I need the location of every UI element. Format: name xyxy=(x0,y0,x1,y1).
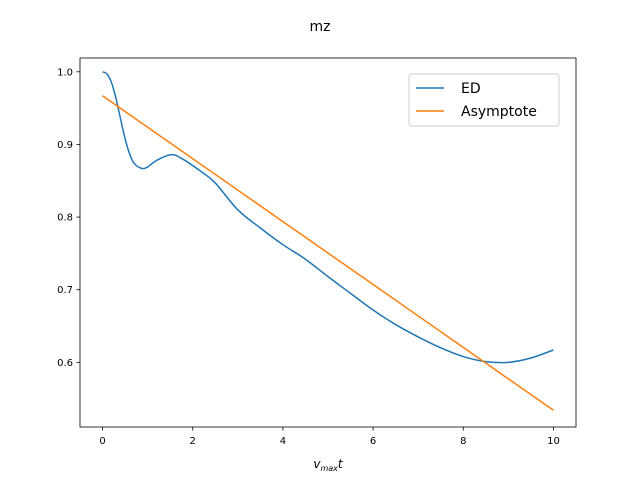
x-tick-label: 0 xyxy=(99,436,105,447)
y-tick-label: 0.7 xyxy=(57,285,73,296)
x-axis-label-sub: max xyxy=(320,464,338,473)
x-tick-label: 2 xyxy=(190,436,196,447)
x-axis-label-main: v xyxy=(313,457,321,471)
legend-box xyxy=(408,73,560,127)
x-axis-label-tail: t xyxy=(338,457,344,471)
y-tick-label: 0.8 xyxy=(57,213,73,224)
series-line-asymptote xyxy=(102,95,554,411)
legend-label-asymptote: Asymptote xyxy=(461,104,537,120)
axes-frame xyxy=(79,57,577,428)
chart-title: mz xyxy=(310,19,331,35)
y-tick-label: 0.9 xyxy=(57,140,73,151)
y-tick-label: 0.6 xyxy=(57,358,73,369)
y-tick-label: 1.0 xyxy=(57,67,73,78)
x-tick-label: 8 xyxy=(460,436,466,447)
legend-label-ed: ED xyxy=(461,81,481,97)
x-tick-label: 4 xyxy=(280,436,286,447)
x-tick-label: 10 xyxy=(547,436,560,447)
series-line-ed xyxy=(102,71,554,364)
x-tick-label: 6 xyxy=(370,436,376,447)
x-axis-label: vmaxt xyxy=(313,457,344,473)
